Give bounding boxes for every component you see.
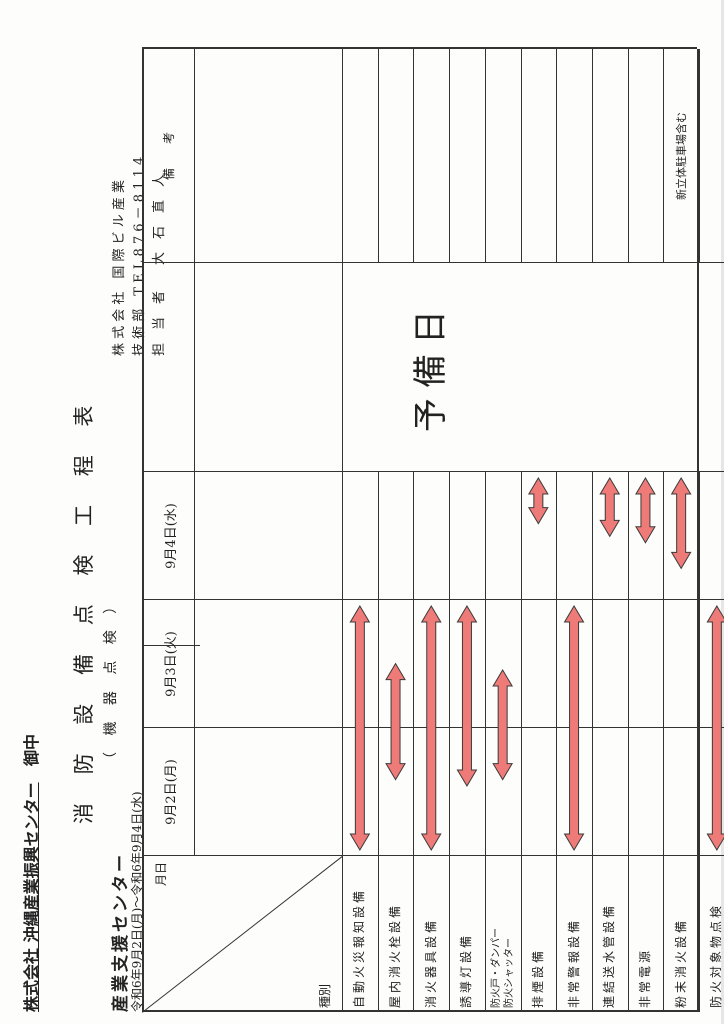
schedule-arrow — [563, 605, 585, 851]
schedule-arrow — [456, 605, 478, 787]
schedule-arrow — [385, 662, 406, 781]
schedule-arrow — [349, 605, 371, 851]
schedule-arrow — [706, 605, 724, 851]
schedule-arrow — [599, 477, 621, 538]
schedule-arrow — [527, 477, 549, 525]
schedule-arrow — [635, 477, 656, 544]
schedule-arrow — [420, 605, 442, 851]
page-edge — [721, 0, 724, 1024]
schedule-arrow — [670, 477, 692, 570]
schedule-arrow — [492, 669, 514, 781]
